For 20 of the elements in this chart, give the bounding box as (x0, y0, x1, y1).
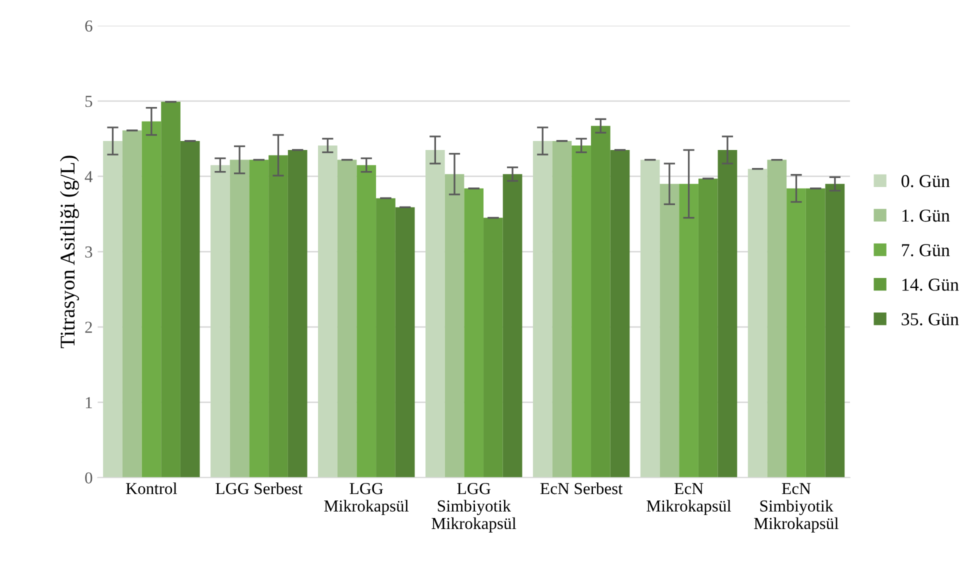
x-tick-label: Kontrol (126, 482, 178, 494)
y-tick-label: 6 (85, 20, 92, 32)
x-tick-label: LGG Serbest (216, 482, 303, 494)
y-tick-label: 1 (86, 397, 92, 408)
x-tick-label: LGG Simbiyotik Mikrokapsül (432, 483, 516, 532)
legend-label: 0. Gün (902, 174, 950, 188)
x-tick-label: EcN Serbest (540, 482, 623, 494)
legend-label: 35. Gün (902, 313, 959, 326)
legend-label: 14. Gün (902, 278, 959, 291)
legend-label: 1. Gün (902, 210, 950, 222)
x-tick-label: EcN Mikrokapsül (646, 483, 732, 516)
y-tick-label: 4 (84, 171, 93, 182)
y-tick-label: 5 (85, 96, 92, 107)
y-tick-label: 3 (85, 246, 92, 258)
x-tick-label: EcN Simbiyotik Mikrokapsül (754, 483, 839, 532)
y-axis-title: Titrasyon Asitliği (g/L) (60, 156, 79, 348)
x-tick-label: LGG Mikrokapsül (324, 483, 409, 516)
y-tick-label: 2 (85, 322, 92, 333)
legend-label: 7. Gün (902, 244, 950, 256)
y-tick-label: 0 (85, 472, 92, 484)
